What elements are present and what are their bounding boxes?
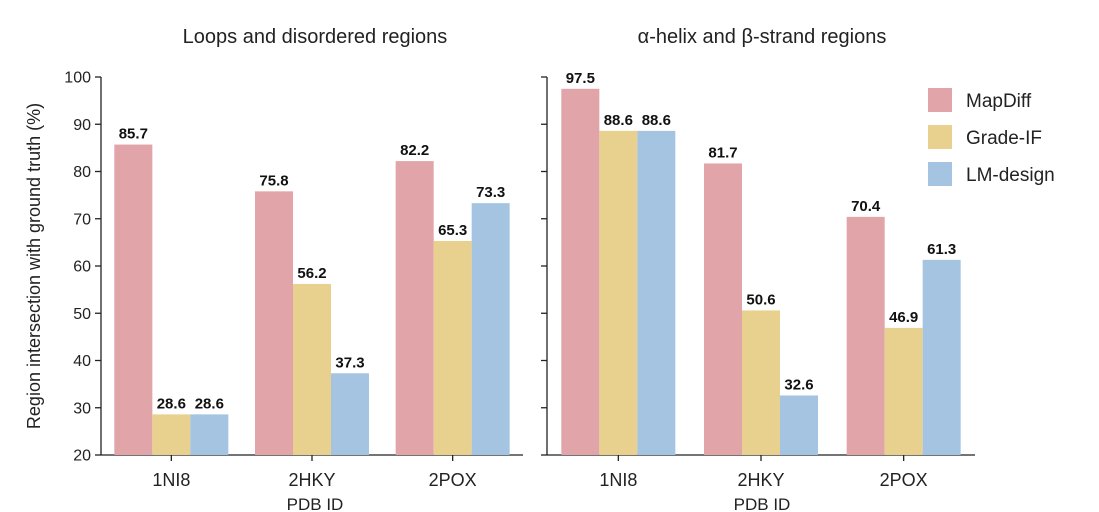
legend-swatch-mapdiff [928,88,952,112]
right-data-label: 81.7 [708,144,737,161]
right-plot-area: 97.5 88.6 88.6 1NI8 81.7 50.6 32.6 2HKY 70.4 46.9… [541,70,975,490]
legend-label-grade-if: Grade-IF [966,128,1042,149]
right-bar-2pox-grade-if [884,327,923,455]
left-x-tick-label: 2POX [429,470,477,490]
right-bar-1ni8-lm-design [637,130,676,456]
left-data-label: 75.8 [259,172,288,189]
left-data-label: 73.3 [476,184,505,201]
right-data-label: 50.6 [746,291,775,308]
right-x-tick-label: 2HKY [737,470,784,490]
legend-label-lm-design: LM-design [966,165,1055,186]
left-data-label: 28.6 [195,395,224,412]
legend: MapDiff Grade-IF LM-design [928,88,1055,186]
legend-label-mapdiff: MapDiff [966,91,1032,112]
left-x-tick-label: 2HKY [288,470,335,490]
right-bar-1ni8-grade-if [599,130,638,456]
left-bar-2hky-lm-design [331,373,369,455]
left-y-tick-label: 80 [73,164,91,181]
left-x-tick-label: 1NI8 [152,470,190,490]
right-data-label: 32.6 [784,376,813,393]
right-bar-1ni8-mapdiff [561,88,600,455]
left-data-label: 65.3 [438,222,467,239]
right-bar-2hky-mapdiff [704,163,742,455]
left-y-tick-label: 20 [73,448,91,465]
right-x-tick-label: 1NI8 [599,470,637,490]
legend-swatch-grade-if [928,125,952,149]
left-bar-1ni8-mapdiff [114,144,153,455]
right-bar-2hky-lm-design [780,395,818,455]
left-data-label: 82.2 [400,142,429,159]
right-x-tick-label: 2POX [880,470,928,490]
right-bar-2hky-grade-if [742,310,780,455]
left-data-label: 56.2 [297,265,326,282]
left-bar-2pox-lm-design [471,203,510,455]
left-y-tick-label: 30 [73,400,91,417]
right-data-label: 46.9 [889,309,918,326]
legend-swatch-lm-design [928,162,952,186]
right-data-label: 88.6 [642,112,671,129]
left-bar-2hky-mapdiff [255,191,293,455]
y-axis-label: Region intersection with ground truth (%… [24,103,44,429]
left-chart: Loops and disordered regions 20 30 40 50 60 7… [64,26,523,512]
left-bar-2pox-mapdiff [395,161,434,456]
left-data-label: 28.6 [157,395,186,412]
left-bar-2pox-grade-if [433,240,472,455]
right-bar-2pox-mapdiff [846,216,885,455]
right-chart: α-helix and β-strand regions 97.5 88.6 88.… [541,26,975,512]
left-y-tick-label: 40 [73,353,91,370]
left-bar-1ni8-lm-design [190,414,229,455]
left-bar-2hky-grade-if [293,283,331,455]
right-chart-title: α-helix and β-strand regions [638,26,887,48]
left-bar-1ni8-grade-if [152,414,191,455]
left-data-label: 37.3 [335,354,364,371]
right-data-label: 97.5 [566,70,595,87]
left-data-label: 85.7 [119,126,148,143]
right-bar-2pox-lm-design [922,259,961,455]
left-y-tick-label: 50 [73,306,91,323]
left-y-tick-label: 90 [73,117,91,134]
right-data-label: 70.4 [851,198,881,215]
left-y-tick-label: 100 [64,70,91,87]
right-x-axis-label: PDB ID [734,495,791,512]
right-data-label: 61.3 [927,241,956,258]
left-plot-area: 20 30 40 50 60 70 80 90 100 85.7 28.6 28.6 1NI8 75.8 5… [64,70,523,490]
right-data-label: 88.6 [604,112,633,129]
left-y-tick-label: 60 [73,259,91,276]
left-y-tick-label: 70 [73,211,91,228]
left-chart-title: Loops and disordered regions [183,26,448,48]
left-x-axis-label: PDB ID [287,495,344,512]
